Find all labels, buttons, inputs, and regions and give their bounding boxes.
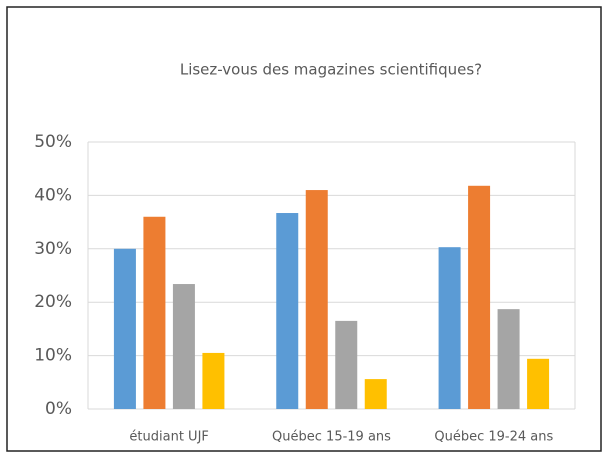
- y-tick-label: 50%: [34, 132, 72, 152]
- x-tick-label: Québec 15-19 ans: [272, 430, 391, 445]
- bar: [527, 358, 550, 409]
- bar: [113, 248, 136, 409]
- bar: [143, 216, 166, 409]
- y-tick-label: 30%: [34, 239, 72, 259]
- y-tick-label: 0%: [45, 399, 72, 419]
- y-tick-label: 40%: [34, 185, 72, 205]
- bar: [335, 320, 358, 409]
- bar: [305, 190, 328, 409]
- bar: [497, 309, 520, 409]
- chart-title: Lisez-vous des magazines scientifiques?: [180, 61, 482, 79]
- bar: [172, 284, 195, 409]
- x-tick-label: Québec 19-24 ans: [434, 430, 553, 445]
- y-tick-label: 20%: [34, 292, 72, 312]
- x-tick-label: étudiant UJF: [129, 430, 208, 445]
- bar: [364, 379, 387, 409]
- bar: [438, 247, 461, 409]
- bar: [276, 213, 299, 409]
- bar: [468, 185, 491, 409]
- bar: [202, 352, 225, 409]
- y-tick-label: 10%: [34, 346, 72, 366]
